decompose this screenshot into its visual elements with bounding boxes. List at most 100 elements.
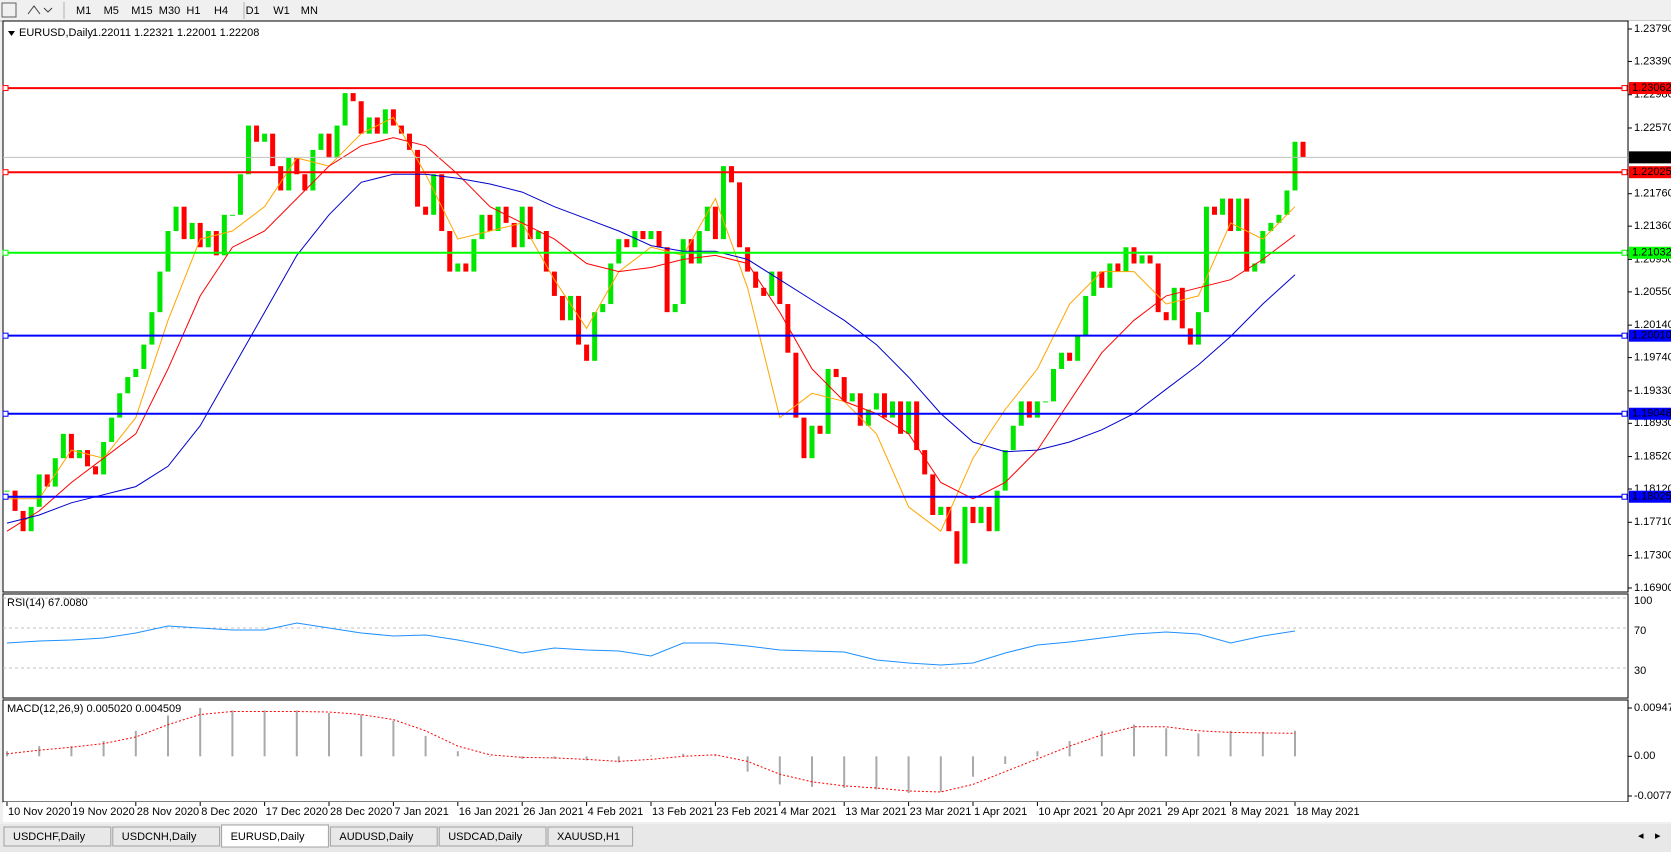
scroll-left[interactable]: ◂ <box>1638 830 1644 842</box>
candle <box>1115 263 1121 272</box>
timeframe-button[interactable]: MN <box>301 5 318 17</box>
tab[interactable] <box>329 826 438 847</box>
macd-bar <box>231 710 234 757</box>
candle <box>1220 198 1226 215</box>
candle <box>769 271 775 296</box>
level-handle[interactable] <box>2 332 9 339</box>
candle <box>914 401 920 451</box>
current-price-tag <box>1629 151 1671 164</box>
candle <box>777 271 783 305</box>
candle <box>704 206 710 232</box>
date-label: 1 Apr 2021 <box>974 806 1027 818</box>
macd-bar <box>907 756 910 794</box>
timeframe-button[interactable]: M15 <box>131 5 152 17</box>
timeframe-button[interactable]: H4 <box>214 5 228 17</box>
timeframe-button[interactable]: M1 <box>76 5 91 17</box>
date-label: 8 Dec 2020 <box>201 806 257 818</box>
candle <box>664 247 670 313</box>
tab[interactable] <box>221 824 329 848</box>
y-tick-label: 1.23790 <box>1634 23 1671 35</box>
candle <box>970 506 976 524</box>
y-tick-label: 1.19330 <box>1634 385 1671 397</box>
candle <box>825 368 831 434</box>
timeframe-button[interactable]: H1 <box>186 5 200 17</box>
macd-tick-label: -0.007778 <box>1634 790 1671 802</box>
level-handle[interactable] <box>1621 493 1628 500</box>
level-handle[interactable] <box>2 410 9 417</box>
macd-bar <box>1100 730 1103 757</box>
level-handle[interactable] <box>1621 410 1628 417</box>
tab-label[interactable]: XAUUSD,H1 <box>557 831 620 843</box>
tab-label[interactable]: USDCHF,Daily <box>13 831 86 843</box>
level-handle[interactable] <box>2 85 9 92</box>
tab-label[interactable]: USDCNH,Daily <box>122 831 197 843</box>
macd-bar <box>102 741 105 757</box>
tool-icon[interactable] <box>1 2 17 18</box>
date-label: 7 Jan 2021 <box>394 806 448 818</box>
candle <box>36 474 42 507</box>
macd-bar <box>939 756 942 793</box>
macd-bar <box>875 756 878 790</box>
candle <box>350 93 356 102</box>
tab-label[interactable]: USDCAD,Daily <box>448 831 522 843</box>
date-label: 20 Apr 2021 <box>1103 806 1162 818</box>
candle <box>12 490 18 511</box>
candle <box>221 214 227 256</box>
level-handle[interactable] <box>1621 249 1628 256</box>
candle <box>753 271 759 288</box>
candle <box>1123 247 1129 272</box>
macd-bar <box>199 707 202 757</box>
level-tag <box>1629 82 1671 95</box>
candle <box>318 133 324 150</box>
tab-label[interactable]: AUDUSD,Daily <box>339 831 413 843</box>
date-label: 4 Mar 2021 <box>781 806 837 818</box>
level-handle[interactable] <box>1621 169 1628 176</box>
timeframe-button[interactable]: M30 <box>159 5 180 17</box>
collapse-icon[interactable] <box>8 31 15 36</box>
tab[interactable] <box>3 826 112 847</box>
tab[interactable] <box>547 826 634 847</box>
candle <box>1139 255 1145 264</box>
timeframe-button[interactable]: D1 <box>246 5 260 17</box>
date-label: 28 Nov 2020 <box>137 806 199 818</box>
level-handle[interactable] <box>1621 332 1628 339</box>
candle <box>624 239 630 248</box>
candle <box>423 206 429 215</box>
macd-bar <box>843 756 846 788</box>
candle <box>149 312 155 345</box>
level-handle[interactable] <box>1621 85 1628 92</box>
date-label: 23 Mar 2021 <box>910 806 972 818</box>
tab[interactable] <box>112 826 221 847</box>
candle <box>1083 295 1089 337</box>
y-tick-label: 1.20140 <box>1634 319 1671 331</box>
macd-bar <box>456 751 459 757</box>
macd-bar <box>360 714 363 757</box>
candle <box>286 158 292 191</box>
candle <box>930 474 936 515</box>
active-tab-label[interactable]: EURUSD,Daily <box>231 831 305 843</box>
level-label: 1.18025 <box>1632 491 1671 503</box>
tab[interactable] <box>438 826 547 847</box>
macd-bar <box>1133 724 1135 757</box>
candle <box>737 182 743 248</box>
level-handle[interactable] <box>2 249 9 256</box>
macd-bar <box>70 746 73 757</box>
timeframe-button[interactable]: W1 <box>273 5 290 17</box>
scroll-right[interactable]: ▸ <box>1655 830 1661 842</box>
tool-icon[interactable] <box>27 5 53 15</box>
candle <box>632 231 638 248</box>
timeframe-button[interactable]: M5 <box>104 5 119 17</box>
candle <box>197 222 203 248</box>
candle <box>559 295 565 321</box>
candle <box>1195 312 1201 345</box>
level-handle[interactable] <box>2 493 9 500</box>
candle <box>608 263 614 305</box>
candle <box>519 206 525 248</box>
candle <box>213 231 219 256</box>
macd-bar <box>1036 751 1039 757</box>
macd-bar <box>1004 756 1007 764</box>
date-label: 19 Nov 2020 <box>72 806 134 818</box>
candle <box>294 158 300 175</box>
date-label: 10 Nov 2020 <box>8 806 70 818</box>
level-handle[interactable] <box>2 169 9 176</box>
